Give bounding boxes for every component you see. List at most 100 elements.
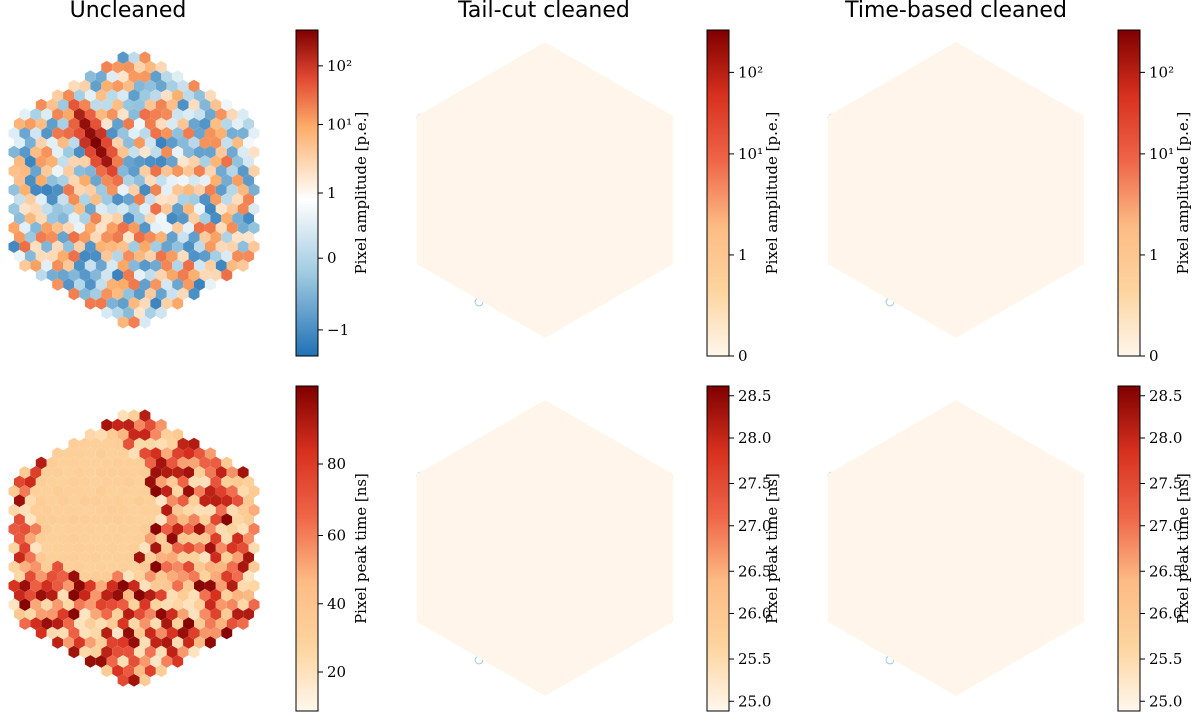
camera-pixel [210,607,222,621]
camera-pixel [30,466,42,479]
camera-pixel [243,212,254,225]
camera-pixel [57,212,69,225]
camera-pixel [90,249,102,263]
camera-pixel [19,240,31,253]
camera-pixel [123,418,134,432]
camera-pixel [194,617,205,630]
camera-pixel [144,551,156,564]
camera-pixel [237,183,249,197]
camera-pixel [226,127,238,140]
camera-pixel [134,230,145,244]
camera-pixel [90,589,102,602]
camera-pixel [30,541,42,555]
camera-pixel [204,164,216,178]
camera-pixel [161,259,173,272]
camera-pixel [35,589,47,602]
colorbar-tick-label: 28.0 [738,429,771,447]
camera-pixel [221,494,233,508]
camera-pixel [188,230,200,244]
camera-pixel [150,240,162,253]
camera-pixel [144,306,156,320]
camera-pixel [243,607,254,621]
camera-pixel [123,230,134,244]
camera-pixel [134,98,145,112]
camera-pixel [123,155,134,168]
camera-pixel [90,287,102,301]
camera-pixel [204,466,216,479]
camera-pixel [123,494,134,508]
camera-pixel [101,306,113,320]
camera-pixel [177,607,189,621]
camera-pixel [90,212,102,225]
camera-pixel [112,98,124,112]
camera-pixel [123,664,134,678]
camera-pixel [232,230,244,244]
camera-pixel [183,485,194,498]
camera-pixel [199,551,211,564]
colorbar-tick-label: 28.0 [1149,429,1182,447]
camera-pixel [172,617,184,630]
camera-pixel [57,589,69,602]
camera-pixel [210,570,222,583]
camera-pixel [46,589,58,602]
camera-pixel [63,221,74,235]
camera-pixel [134,494,145,508]
camera-pixel [95,485,107,498]
camera-outline-3 [827,42,1085,338]
camera-pixel [155,626,167,640]
camera-pixel [123,306,134,320]
camera-pixel [204,240,216,253]
camera-pixel [68,98,80,112]
camera-pixel [8,598,20,611]
colorbar-5: 28.5 28.0 27.5 27.0 26.5 26.0 25.5 25.0 Pixel pe… [706,385,781,712]
camera-pixel [139,89,151,102]
colorbar-tick-label: 26.0 [1149,605,1182,623]
camera-pixel [123,456,134,470]
camera-pixel [8,164,20,178]
title-uncleaned: Uncleaned [69,0,187,23]
camera-pixel [117,617,129,630]
camera-pixel [134,475,145,489]
camera-pixel [226,221,238,235]
camera-pixel [139,70,151,83]
camera-pixel [166,117,178,131]
camera-pixel [74,145,85,159]
camera-pixel [95,297,107,310]
camera-pixel [90,155,102,168]
camera-pixel [194,522,205,536]
camera-pixel [63,183,74,197]
camera-pixel [237,145,249,159]
camera-pixel [63,145,74,159]
camera-pixel [161,560,173,574]
camera-pixel [134,117,145,131]
camera-pixel [210,589,222,602]
camera-pixel [226,108,238,121]
camera-pixel [134,79,145,93]
camera-pixel [52,127,64,140]
camera-pixel [128,221,140,235]
colorbar-tick-label: 25.5 [738,650,771,668]
camera-pixel [84,108,96,121]
camera-pixel [41,598,53,611]
camera-pixel [30,221,42,235]
camera-pixel [172,297,184,310]
camera-pixel [188,98,200,112]
camera-pixel [248,503,260,517]
camera-pixel [166,193,178,206]
camera-pixel [14,551,25,564]
camera-pixel [79,456,91,470]
camera-pixel [112,287,124,301]
camera-pixel [204,598,216,611]
camera-pixel [117,522,129,536]
camera-pixel [166,79,178,93]
camera-pixel [112,437,124,451]
camera-pixel [101,136,113,150]
camera-pixel [74,89,85,102]
camera-pixel [199,249,211,263]
camera-pixel [57,532,69,545]
camera-pixel [117,428,129,441]
camera-pixel [226,541,238,555]
camera-pixel [188,249,200,263]
camera-pixel [177,589,189,602]
camera-pixel [14,607,25,621]
